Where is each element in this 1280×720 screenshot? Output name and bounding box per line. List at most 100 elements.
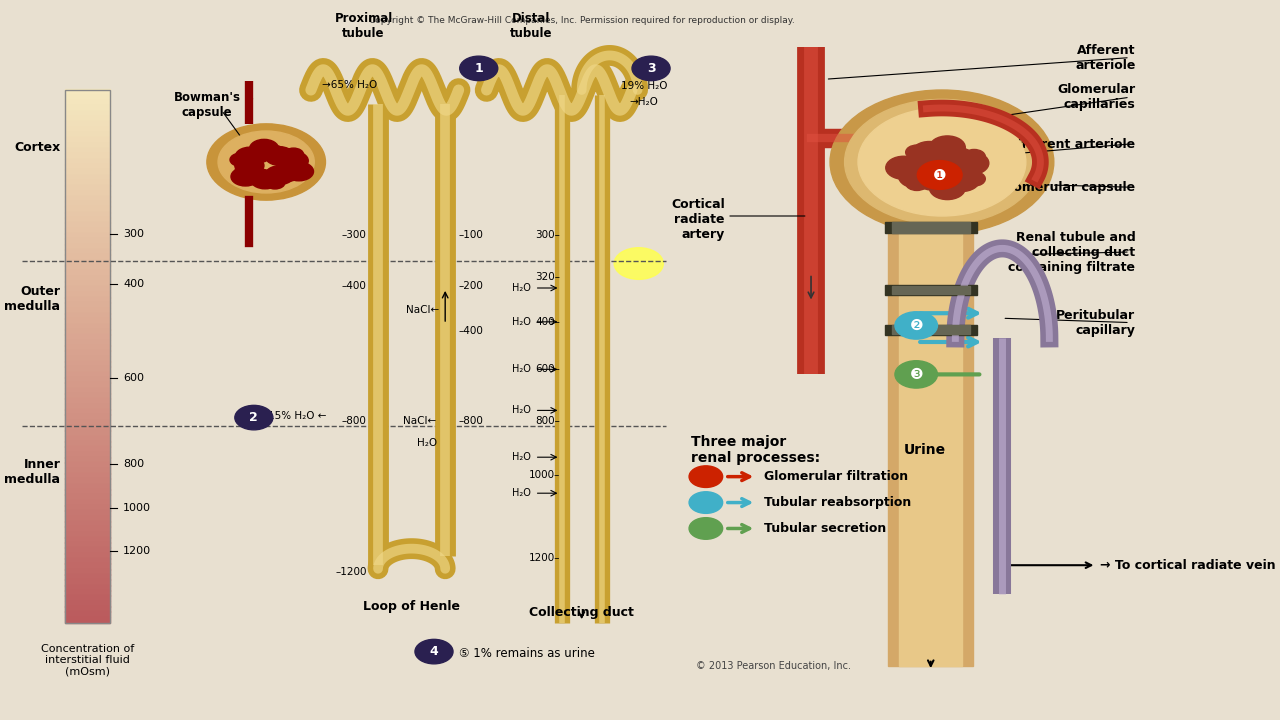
Circle shape [284, 162, 314, 181]
Text: –800: –800 [342, 416, 367, 426]
Bar [65, 116, 110, 122]
Circle shape [886, 156, 922, 179]
Text: Glomerular filtration: Glomerular filtration [764, 470, 909, 483]
Circle shape [906, 176, 928, 191]
Bar [65, 457, 110, 463]
Text: H₂O: H₂O [512, 283, 531, 293]
Bar [65, 595, 110, 601]
Bar [65, 260, 110, 266]
Bar [65, 585, 110, 591]
Bar [65, 212, 110, 218]
Bar [65, 201, 110, 207]
Circle shape [230, 153, 250, 166]
Bar [65, 207, 110, 212]
Bar [65, 580, 110, 585]
Bar [65, 451, 110, 458]
Text: ●: ● [703, 524, 709, 533]
Text: –400: –400 [458, 326, 484, 336]
Text: 300: 300 [123, 229, 143, 239]
Circle shape [899, 165, 934, 188]
Bar [65, 217, 110, 223]
Circle shape [938, 148, 974, 171]
Text: ●: ● [703, 498, 709, 507]
Bar [65, 377, 110, 383]
Bar [888, 227, 973, 666]
Circle shape [250, 150, 270, 163]
Circle shape [460, 56, 498, 81]
Circle shape [234, 156, 264, 175]
Circle shape [901, 156, 924, 171]
Text: 1: 1 [475, 62, 483, 75]
Text: –300: –300 [342, 230, 367, 240]
Bar [65, 617, 110, 623]
Circle shape [963, 150, 986, 164]
Text: –1200: –1200 [335, 567, 367, 577]
Bar [65, 345, 110, 351]
Bar [65, 271, 110, 276]
Bar [65, 132, 110, 138]
Bar [65, 366, 110, 372]
Text: → To cortical radiate vein: → To cortical radiate vein [1100, 559, 1275, 572]
Bar [65, 361, 110, 367]
Circle shape [207, 124, 325, 200]
Text: Proximal
tubule: Proximal tubule [334, 12, 393, 40]
Bar [65, 542, 110, 548]
Text: © 2013 Pearson Education, Inc.: © 2013 Pearson Education, Inc. [696, 661, 851, 671]
Bar [900, 227, 963, 666]
Bar [65, 409, 110, 415]
Text: 800–: 800– [535, 416, 561, 426]
Text: Distal
tubule: Distal tubule [509, 12, 553, 40]
Bar [65, 153, 110, 159]
Circle shape [234, 405, 273, 430]
Text: Concentration of
interstitial fluid
(mOsm): Concentration of interstitial fluid (mOs… [41, 644, 134, 677]
Circle shape [963, 171, 986, 186]
Circle shape [415, 639, 453, 664]
Circle shape [918, 161, 963, 189]
Text: 400–: 400– [535, 317, 561, 327]
Bar [65, 180, 110, 186]
Circle shape [250, 140, 279, 158]
Text: 600: 600 [123, 373, 143, 383]
Bar [65, 324, 110, 330]
Text: Afferent
arteriole: Afferent arteriole [1075, 44, 1135, 71]
Bar [65, 489, 110, 495]
Bar [65, 521, 110, 527]
Text: Glomerular
capillaries: Glomerular capillaries [1057, 84, 1135, 111]
Text: Loop of Henle: Loop of Henle [364, 600, 460, 613]
Text: →H₂O: →H₂O [630, 97, 659, 107]
Text: 400: 400 [123, 279, 145, 289]
Bar [65, 510, 110, 516]
Circle shape [614, 248, 663, 279]
Text: 320–: 320– [535, 272, 561, 282]
Bar [65, 393, 110, 399]
Text: 4: 4 [430, 645, 438, 658]
Text: Renal tubule and
collecting duct
containing filtrate: Renal tubule and collecting duct contain… [1009, 230, 1135, 274]
Text: 1200: 1200 [123, 546, 151, 556]
Bar [65, 222, 110, 228]
Bar [65, 372, 110, 378]
Text: 600–: 600– [535, 364, 561, 374]
Bar [65, 553, 110, 559]
Bar [65, 484, 110, 490]
Text: 2: 2 [250, 411, 259, 424]
Text: Three major
renal processes:: Three major renal processes: [691, 435, 820, 465]
Bar [65, 387, 110, 394]
Circle shape [915, 167, 951, 190]
Text: ❷: ❷ [909, 318, 923, 333]
Text: 1000–: 1000– [529, 470, 561, 480]
Bar [65, 94, 110, 101]
Circle shape [689, 518, 723, 539]
Circle shape [911, 142, 947, 165]
Bar [65, 500, 110, 505]
Circle shape [265, 176, 285, 189]
Bar [65, 100, 110, 106]
Bar [65, 143, 110, 148]
Circle shape [858, 108, 1025, 216]
Bar [65, 329, 110, 335]
Bar [65, 244, 110, 250]
Bar [884, 222, 977, 233]
Bar [65, 191, 110, 197]
Bar [65, 174, 110, 181]
Bar [65, 89, 110, 95]
Text: Cortex: Cortex [14, 141, 60, 154]
